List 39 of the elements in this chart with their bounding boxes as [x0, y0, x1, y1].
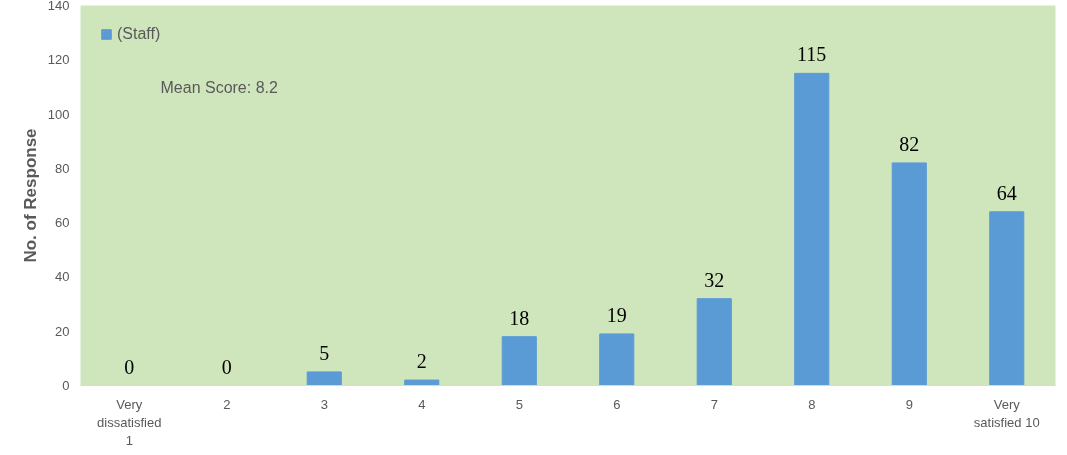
y-tick-label: 20 — [55, 323, 70, 339]
data-label: 5 — [319, 341, 330, 364]
data-label: 0 — [221, 355, 232, 378]
bar — [696, 298, 732, 386]
data-label: 0 — [124, 355, 135, 378]
data-label: 19 — [606, 303, 627, 326]
data-label: 2 — [416, 350, 427, 373]
bar — [599, 333, 635, 386]
y-tick-label: 60 — [55, 215, 70, 231]
data-label: 64 — [996, 181, 1017, 204]
y-axis-title: No. of Response — [20, 128, 40, 263]
y-tick-label: 120 — [47, 52, 70, 68]
bar — [891, 162, 927, 386]
x-tick-label: 3 — [320, 396, 328, 412]
y-tick-label: 140 — [47, 0, 70, 13]
x-tick-label: Very satisfied 10 — [973, 396, 1040, 430]
y-tick-label: 40 — [55, 269, 70, 285]
bar — [794, 72, 830, 386]
y-tick-label: 0 — [62, 378, 70, 393]
x-tick-label: 5 — [515, 396, 523, 412]
x-tick-label: 9 — [905, 396, 913, 412]
y-tick-label: 80 — [55, 160, 70, 176]
data-label: 18 — [509, 306, 530, 329]
bar — [404, 379, 440, 386]
bar — [306, 371, 342, 386]
x-tick-label: Very dissatisfied 1 — [97, 396, 162, 448]
x-tick-label: 2 — [223, 396, 231, 412]
x-tick-label: 7 — [710, 396, 718, 412]
y-tick-label: 100 — [47, 106, 70, 122]
legend-label: (Staff) — [117, 25, 161, 43]
bar — [501, 336, 537, 386]
x-tick-label: 8 — [808, 396, 816, 412]
x-tick-label: 4 — [418, 396, 426, 412]
bar — [989, 211, 1025, 386]
data-label: 32 — [704, 268, 725, 291]
data-label: 115 — [797, 43, 827, 66]
x-tick-label: 6 — [613, 396, 621, 412]
annotation: Mean Score: 8.2 — [160, 78, 278, 96]
data-label: 82 — [899, 132, 920, 155]
